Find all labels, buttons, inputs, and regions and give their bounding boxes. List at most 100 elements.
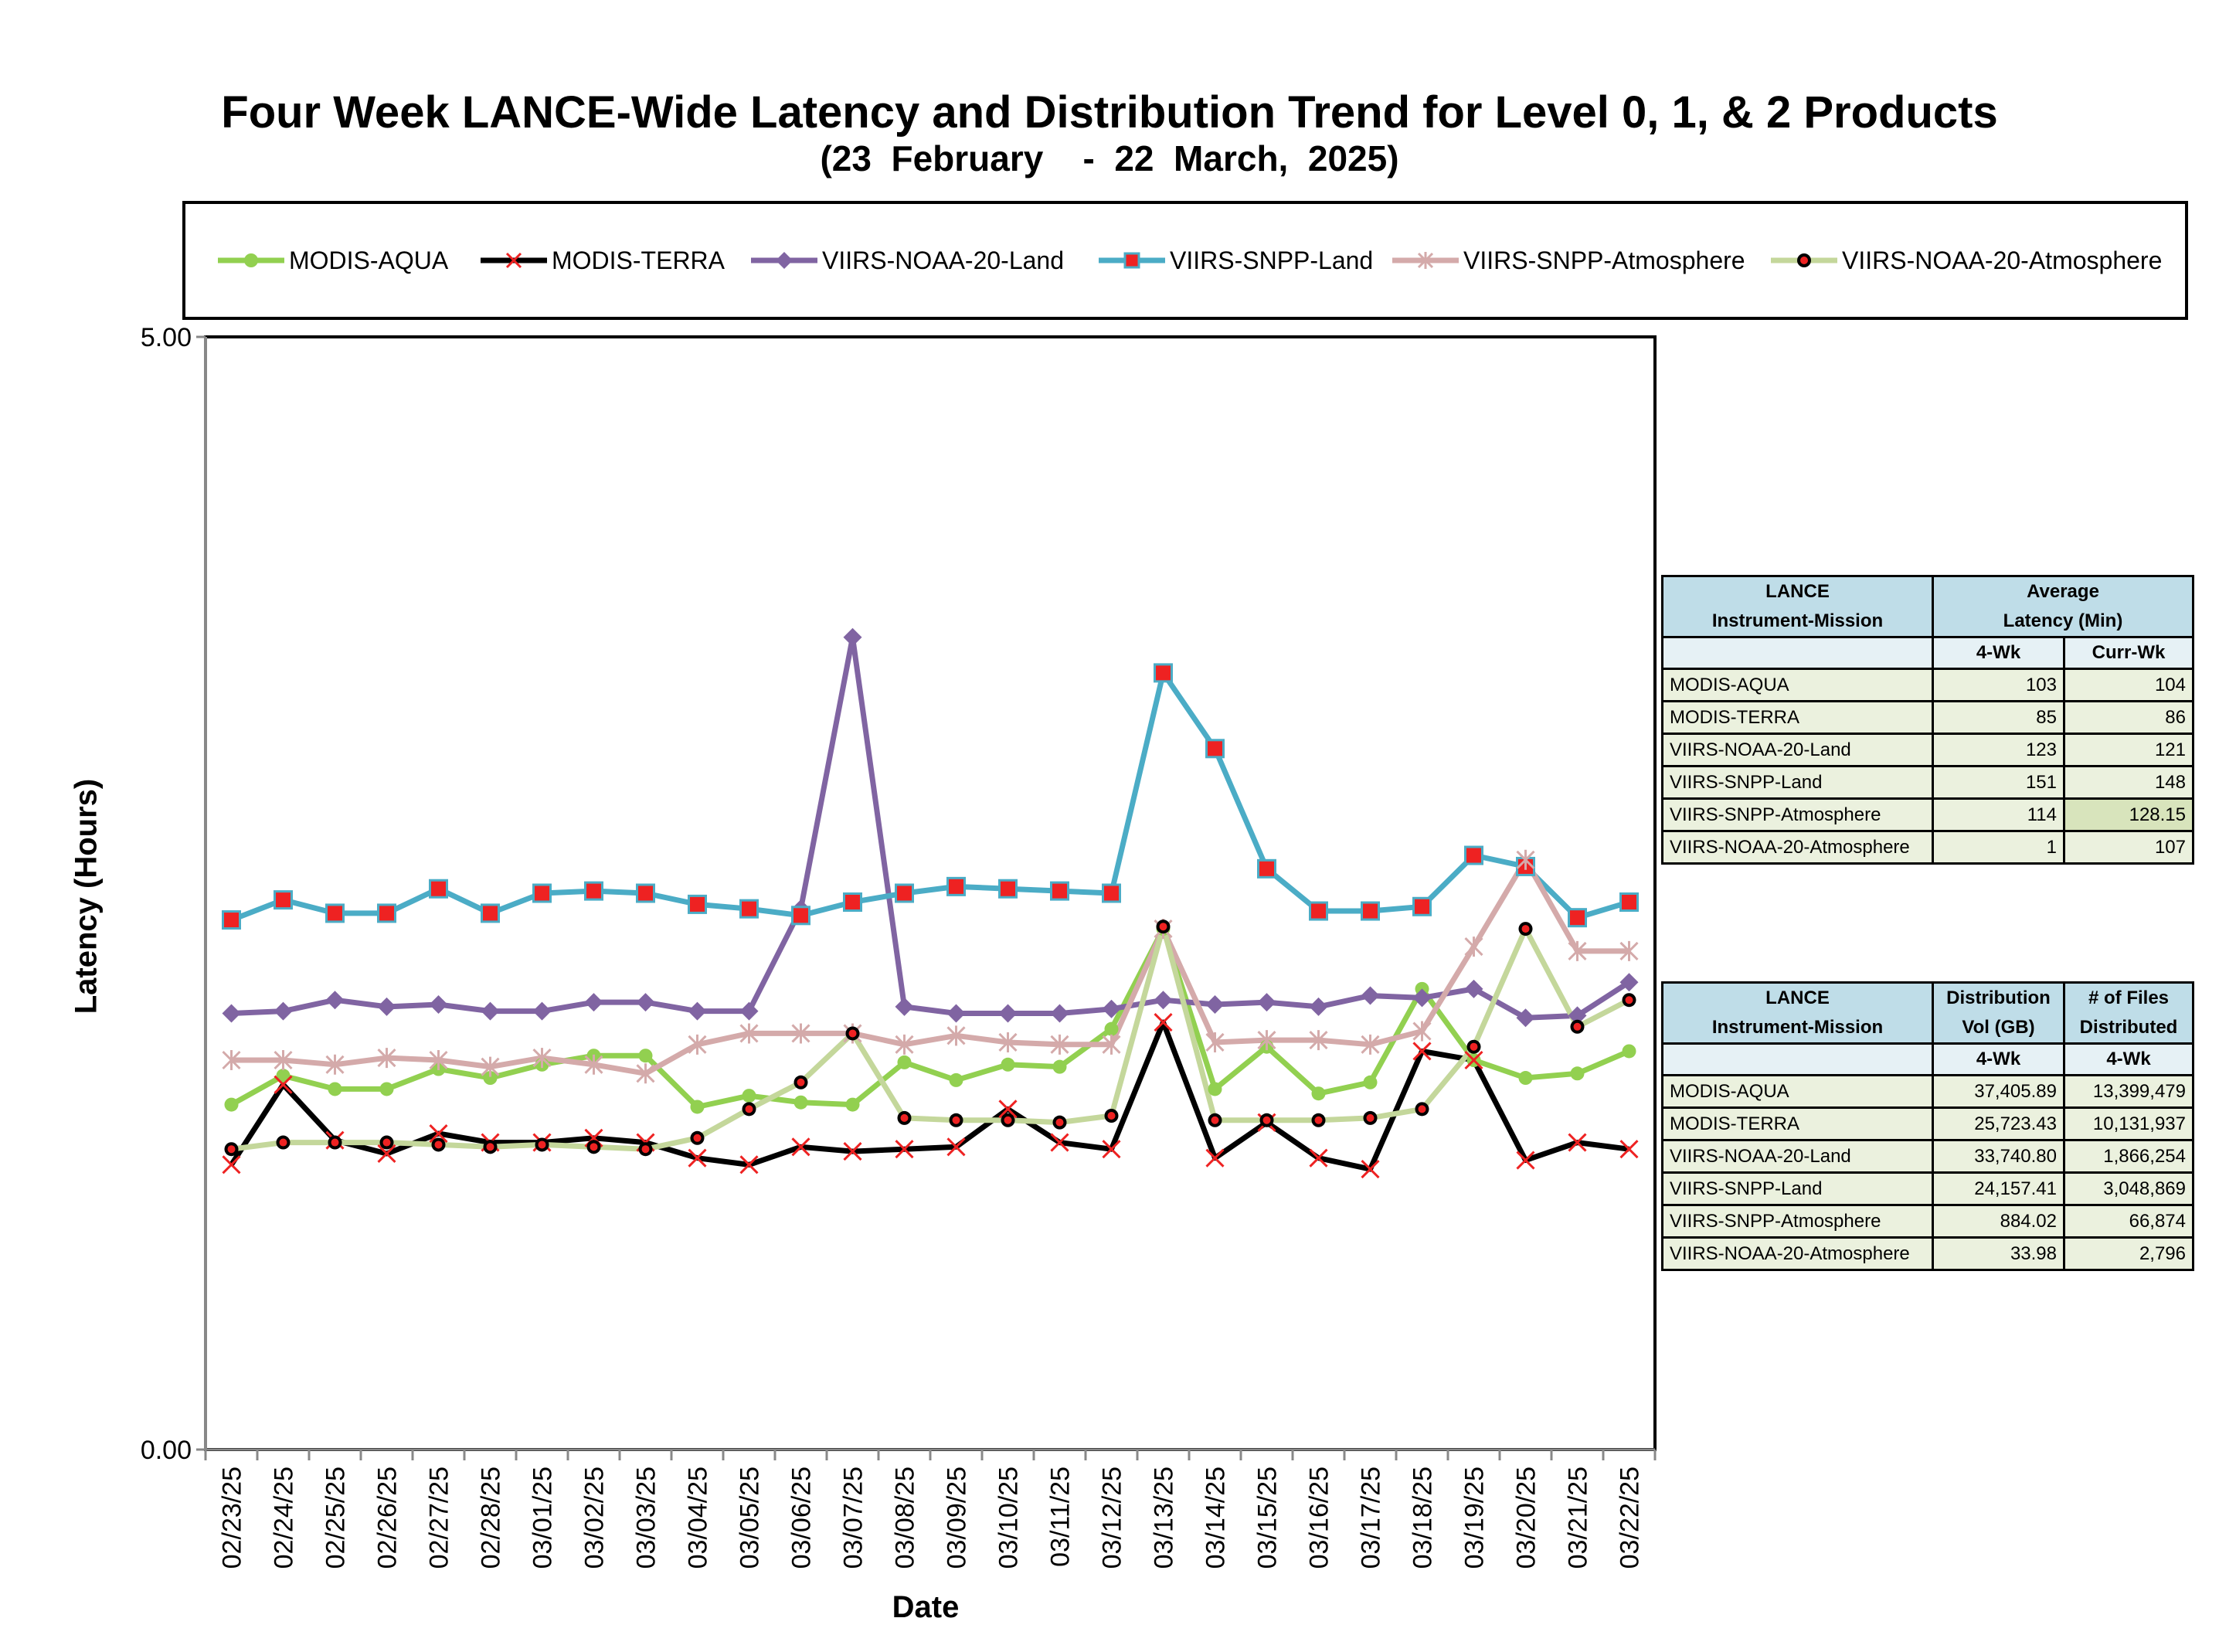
data-point <box>636 883 655 903</box>
x-tick-label: 03/20/25 <box>1512 1467 1541 1569</box>
data-point <box>1570 1066 1585 1081</box>
data-point <box>1418 1105 1426 1113</box>
dist-subheader-vol-4wk: 4-Wk <box>1932 1042 2065 1076</box>
data-point <box>688 1148 707 1168</box>
data-point <box>227 1145 236 1154</box>
latency-row-mission: MODIS-TERRA <box>1661 700 1934 735</box>
x-tick-label: 03/07/25 <box>839 1467 868 1569</box>
x-tick-label: 03/01/25 <box>528 1467 558 1569</box>
latency-subheader-blank <box>1661 636 1934 670</box>
data-point <box>1159 923 1167 931</box>
series-line-viirs-snpp-atmosphere <box>231 857 1629 1076</box>
legend-item-viirs-snpp-atmosphere: VIIRS-SNPP-Atmosphere <box>1391 204 1745 317</box>
dist-row-volume: 25,723.43 <box>1932 1106 2065 1141</box>
data-point <box>1257 1030 1276 1051</box>
dist-header-mission: LANCE Instrument-Mission <box>1661 981 1934 1045</box>
data-point <box>429 879 448 899</box>
data-point <box>1412 1021 1432 1042</box>
data-point <box>1309 1148 1328 1168</box>
data-point <box>1464 979 1483 998</box>
dist-row-files: 66,874 <box>2063 1204 2194 1239</box>
data-point <box>1257 858 1276 879</box>
dist-row-files: 13,399,479 <box>2063 1074 2194 1109</box>
legend-label-viirs-noaa20-land: VIIRS-NOAA-20-Land <box>822 246 1065 274</box>
legend-item-modis-terra: MODIS-TERRA <box>479 204 725 317</box>
data-point <box>1619 940 1639 961</box>
data-point <box>1208 1082 1222 1096</box>
latency-subheader-4wk: 4-Wk <box>1932 636 2065 670</box>
data-point <box>222 1004 241 1023</box>
dist-row-volume: 37,405.89 <box>1932 1074 2065 1109</box>
data-point <box>532 1048 552 1069</box>
x-tick-label: 03/03/25 <box>632 1467 661 1569</box>
latency-row-mission: VIIRS-SNPP-Land <box>1661 765 1934 800</box>
data-point <box>998 1032 1018 1052</box>
data-point <box>1154 1012 1173 1032</box>
x-tick-label: 03/12/25 <box>1098 1467 1127 1569</box>
data-point <box>276 1069 291 1083</box>
data-point <box>1516 1008 1535 1028</box>
data-point <box>1055 1118 1064 1127</box>
legend-item-viirs-snpp-land: VIIRS-SNPP-Land <box>1097 204 1373 317</box>
data-point <box>739 1001 759 1021</box>
latency-table: LANCE Instrument-Mission Average Latency (… <box>1661 575 2194 865</box>
data-point <box>382 1138 391 1147</box>
data-point <box>1361 901 1380 921</box>
legend-item-modis-aqua: MODIS-AQUA <box>216 204 448 317</box>
legend-marker-viirs-snpp-atmosphere <box>1392 252 1459 269</box>
data-point <box>1154 663 1173 683</box>
data-point <box>1518 1071 1533 1086</box>
x-tick-label: 03/18/25 <box>1409 1467 1438 1569</box>
data-point <box>1050 1034 1069 1055</box>
data-point <box>222 910 241 930</box>
data-point <box>1361 1160 1380 1179</box>
legend-marker-viirs-noaa20-atmosphere <box>1771 253 1837 267</box>
data-point <box>946 1004 966 1023</box>
data-point <box>1311 1086 1326 1101</box>
data-point <box>429 995 448 1014</box>
data-point <box>1619 973 1639 992</box>
latency-table-row: VIIRS-SNPP-Atmosphere 114 128.15 <box>1661 797 2194 832</box>
data-point <box>791 1137 810 1157</box>
data-point <box>274 1001 293 1021</box>
data-point <box>946 876 966 896</box>
latency-table-row: MODIS-AQUA 103 104 <box>1661 668 2194 702</box>
x-tick-label: 03/17/25 <box>1357 1467 1386 1569</box>
legend-label-modis-terra: MODIS-TERRA <box>552 246 725 274</box>
data-point <box>897 1055 912 1069</box>
data-point <box>1314 1116 1323 1124</box>
distribution-table-row: VIIRS-SNPP-Atmosphere 884.02 66,874 <box>1661 1204 2194 1239</box>
data-point <box>745 1105 753 1113</box>
legend-marker-modis-terra <box>481 252 547 269</box>
data-point <box>843 1142 862 1161</box>
legend-item-viirs-noaa20-land: VIIRS-NOAA-20-Land <box>749 204 1064 317</box>
data-point <box>429 1123 448 1144</box>
data-point <box>1622 1044 1636 1059</box>
latency-table-row: VIIRS-NOAA-20-Land 123 121 <box>1661 733 2194 767</box>
latency-row-currwk: 148 <box>2063 765 2194 800</box>
latency-row-currwk: 107 <box>2063 830 2194 865</box>
dist-row-files: 1,866,254 <box>2063 1139 2194 1174</box>
latency-row-currwk: 104 <box>2063 668 2194 702</box>
legend-marker-viirs-noaa20-land <box>751 252 817 269</box>
data-point <box>1516 849 1535 870</box>
legend-label-viirs-noaa20-atmosphere: VIIRS-NOAA-20-Atmosphere <box>1842 246 2163 274</box>
data-point <box>274 1075 293 1094</box>
data-point <box>377 1144 396 1164</box>
data-point <box>1154 991 1173 1010</box>
data-point <box>590 1143 598 1151</box>
data-point <box>1205 1148 1225 1168</box>
data-point <box>1050 1004 1069 1023</box>
x-tick-label: 03/11/25 <box>1046 1467 1076 1567</box>
x-tick-label: 03/19/25 <box>1460 1467 1490 1569</box>
data-point <box>377 903 396 923</box>
data-point <box>843 627 862 647</box>
data-point <box>1521 925 1530 933</box>
data-point <box>636 993 655 1012</box>
dist-row-mission: MODIS-TERRA <box>1661 1106 1934 1141</box>
series-line-modis-aqua <box>229 926 1630 1110</box>
data-point <box>1366 1113 1375 1122</box>
data-point <box>532 1001 552 1021</box>
data-point <box>1050 881 1069 901</box>
legend: MODIS-AQUA MODIS-TERRA VIIRS-NOAA-20-Lan… <box>182 201 2188 320</box>
